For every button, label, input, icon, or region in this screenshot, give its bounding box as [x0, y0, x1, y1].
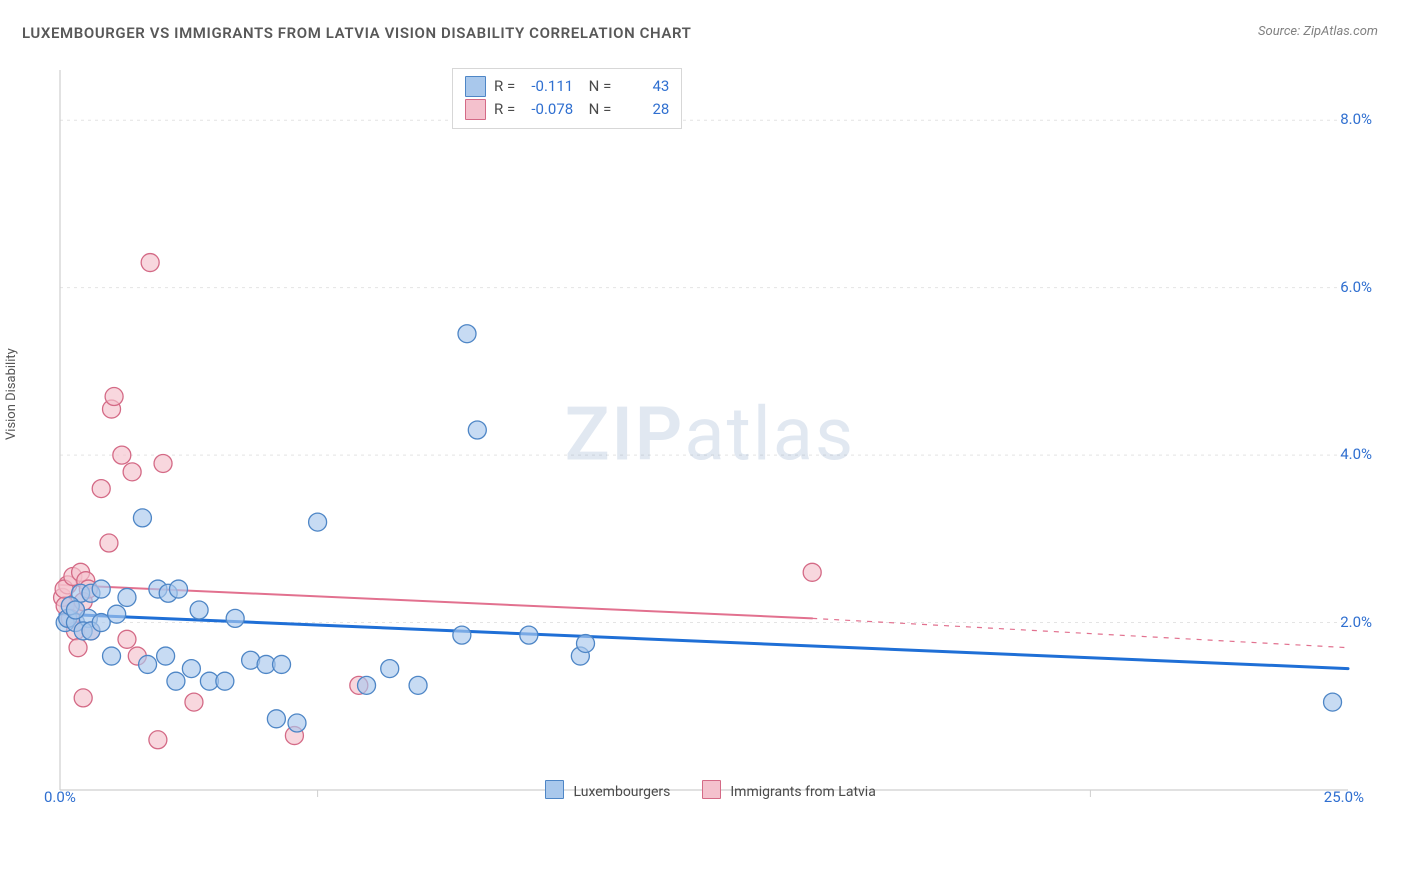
legend-swatch-icon: [545, 780, 564, 799]
chart-title: LUXEMBOURGER VS IMMIGRANTS FROM LATVIA V…: [22, 24, 691, 42]
y-tick-label: 2.0%: [1340, 613, 1372, 631]
x-tick-max: 25.0%: [1324, 788, 1364, 806]
legend-n-value: 43: [619, 75, 669, 98]
legend-item: Immigrants from Latvia: [702, 784, 876, 800]
y-axis-label: Vision Disability: [4, 348, 19, 440]
legend-n-value: 28: [619, 98, 669, 121]
y-tick-label: 6.0%: [1340, 278, 1372, 296]
legend-row: R = -0.078 N = 28: [465, 98, 669, 121]
y-tick-label: 8.0%: [1340, 110, 1372, 128]
legend-item: Luxembourgers: [545, 784, 674, 800]
legend-n-label: N =: [581, 98, 611, 121]
legend-swatch-icon: [702, 780, 721, 799]
correlation-legend: R = -0.111 N = 43 R = -0.078 N = 28: [452, 68, 682, 129]
legend-r-label: R =: [494, 98, 515, 121]
legend-swatch-icon: [465, 76, 486, 97]
plot-svg: [50, 60, 1370, 810]
legend-r-label: R =: [494, 75, 515, 98]
legend-label: Immigrants from Latvia: [730, 784, 875, 800]
x-tick-min: 0.0%: [44, 788, 76, 806]
legend-label: Luxembourgers: [573, 784, 670, 800]
y-tick-label: 4.0%: [1340, 445, 1372, 463]
source-label: Source: ZipAtlas.com: [1258, 24, 1378, 39]
legend-row: R = -0.111 N = 43: [465, 75, 669, 98]
legend-r-value: -0.111: [523, 75, 573, 98]
legend-r-value: -0.078: [523, 98, 573, 121]
series-legend: Luxembourgers Immigrants from Latvia: [545, 780, 904, 800]
legend-n-label: N =: [581, 75, 611, 98]
scatter-plot: ZIPatlas R = -0.111 N = 43 R = -0.078 N …: [50, 60, 1370, 810]
legend-swatch-icon: [465, 99, 486, 120]
